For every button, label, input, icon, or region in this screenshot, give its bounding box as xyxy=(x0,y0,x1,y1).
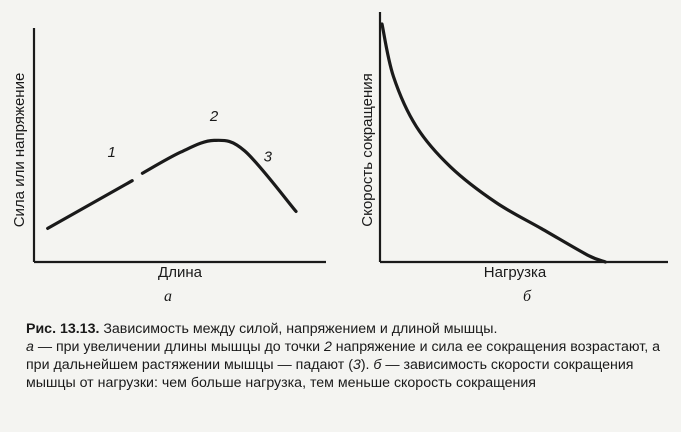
chart-a-curve-segment-2 xyxy=(140,138,298,213)
caption-ref-b: б xyxy=(373,357,382,373)
chart-a-y-label: Сила или напряжение xyxy=(11,73,28,228)
chart-a-point-label-1: 1 xyxy=(108,144,116,161)
chart-a-curve-segment-1 xyxy=(46,179,134,230)
chart-b: Нагрузка Скорость сокращения б xyxy=(359,12,668,305)
caption-ref-a: а xyxy=(26,339,34,355)
caption-ref-3: 3 xyxy=(352,357,361,373)
caption-part: — зависимость скорости сокращения мышцы … xyxy=(26,357,634,391)
chart-b-y-label: Скорость сокращения xyxy=(359,73,376,227)
chart-a-point-label-3: 3 xyxy=(264,148,273,165)
chart-b-x-label: Нагрузка xyxy=(484,264,547,281)
chart-a-annotations: 1 2 3 xyxy=(108,108,273,165)
caption-part: напряжение и сила ее сокращения возраста… xyxy=(26,339,660,373)
figure-caption: Рис. 13.13. Зависимость между силой, нап… xyxy=(26,320,674,392)
chart-a-sublabel: а xyxy=(164,288,172,305)
caption-ref-2: 2 xyxy=(323,339,332,355)
chart-a: 1 2 3 Длина Сила или напряжение а xyxy=(11,28,326,305)
chart-a-curves xyxy=(46,138,298,230)
caption-part: Зависимость между силой, напряжением и д… xyxy=(99,321,498,337)
chart-b-curves xyxy=(380,22,607,264)
chart-b-sublabel: б xyxy=(523,288,532,305)
chart-a-x-label: Длина xyxy=(158,264,203,281)
figure-number: Рис. 13.13. xyxy=(26,321,100,337)
caption-part: — при увеличении длины мышцы до точки xyxy=(33,339,324,355)
chart-b-curve-segment-1 xyxy=(380,22,607,264)
figure: 1 2 3 Длина Сила или напряжение а Нагрузка… xyxy=(11,12,668,305)
chart-a-point-label-2: 2 xyxy=(209,108,219,125)
caption-part: ). xyxy=(360,357,374,373)
